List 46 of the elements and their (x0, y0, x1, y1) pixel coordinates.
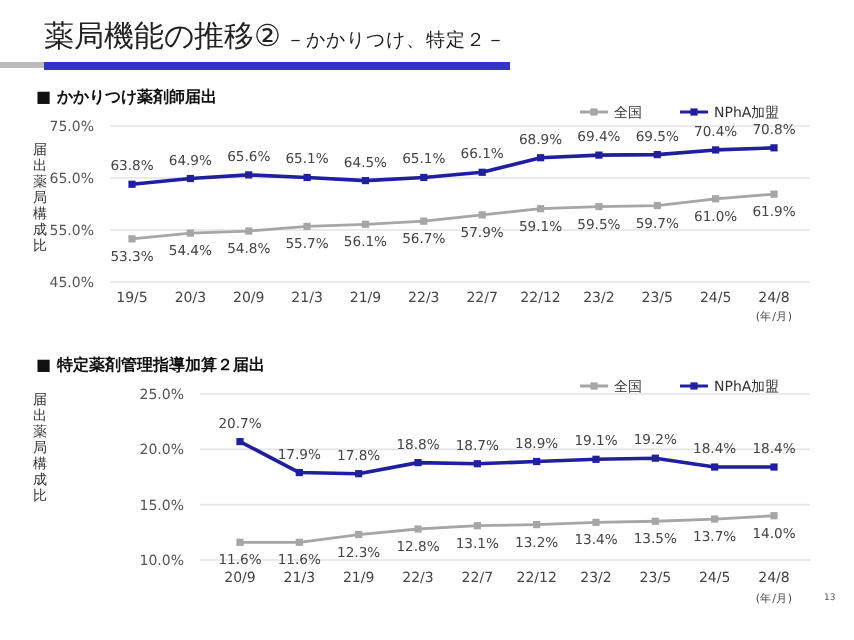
point (295, 468, 303, 477)
point (770, 144, 778, 152)
point (770, 463, 778, 471)
point (770, 190, 778, 198)
point (355, 530, 363, 539)
point (295, 538, 303, 546)
chart-title: 薬局機能の推移② (44, 18, 281, 54)
chart-title: ■ 特定薬剤管理指導加算２届出 (36, 354, 265, 374)
point (303, 222, 311, 230)
point (186, 229, 194, 237)
point (712, 146, 720, 154)
point (770, 512, 778, 520)
point (245, 171, 253, 179)
point (651, 517, 659, 525)
point (355, 470, 363, 478)
point (473, 522, 481, 530)
point (592, 455, 600, 463)
point (592, 518, 600, 526)
point (653, 151, 661, 159)
point (711, 463, 719, 471)
point (653, 201, 661, 210)
point (245, 227, 253, 235)
point (536, 154, 545, 162)
point (414, 459, 422, 467)
point (236, 437, 244, 446)
point (361, 220, 370, 228)
point (651, 454, 659, 462)
point (711, 515, 719, 523)
point (712, 195, 720, 203)
point (128, 235, 136, 243)
point (420, 217, 428, 225)
point (478, 168, 486, 176)
text: ■ かかりつけ薬剤師届出 (36, 86, 217, 106)
point (595, 151, 603, 159)
point (420, 173, 428, 182)
point (186, 174, 194, 183)
point (595, 203, 603, 211)
point (478, 211, 486, 219)
point (533, 520, 541, 529)
point (536, 205, 545, 213)
chart-subtitle: －かかりつけ、特定２－ (286, 28, 506, 52)
point (414, 525, 422, 533)
point (236, 538, 244, 546)
point (473, 460, 481, 468)
point (361, 177, 370, 185)
point (128, 180, 136, 188)
